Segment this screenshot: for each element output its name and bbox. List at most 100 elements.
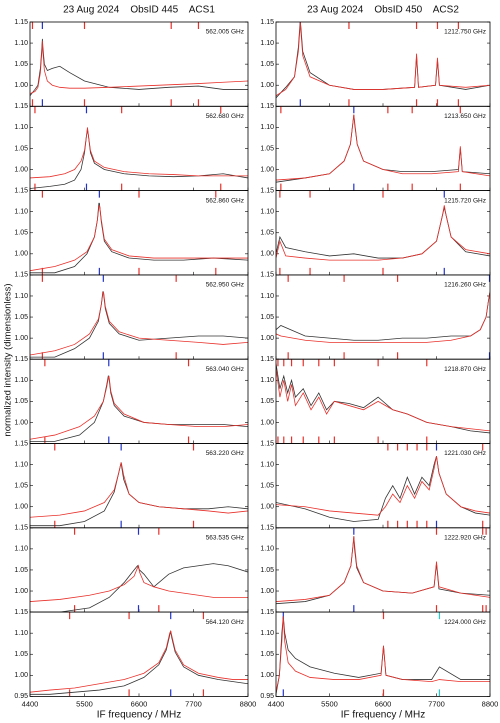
y-tick-label: 1.15 <box>260 440 274 447</box>
y-tick-label: 1.15 <box>14 103 28 110</box>
y-tick-label: 1.00 <box>14 82 28 89</box>
panel-annotation: 1218.870 GHz <box>444 366 486 373</box>
column-header: 23 Aug 2024 ObsID 450 ACS2 <box>307 5 459 16</box>
y-axis-label: normalized intensity (dimensionless) <box>3 283 14 436</box>
x-tick-label: 5500 <box>76 699 93 708</box>
y-tick-label: 1.15 <box>14 356 28 363</box>
spectrum-line <box>30 291 248 358</box>
panel-annotation: 562.680 GHz <box>206 113 244 120</box>
y-tick-label: 1.05 <box>260 145 274 152</box>
spectrum-line <box>276 291 490 343</box>
y-tick-label: 1.05 <box>260 398 274 405</box>
y-tick-label: 1.10 <box>14 124 28 131</box>
y-tick-label: 1.05 <box>14 145 28 152</box>
y-tick-label: 1.15 <box>260 525 274 532</box>
y-tick-label: 1.15 <box>260 356 274 363</box>
panel-annotation: 563.535 GHz <box>206 535 244 542</box>
y-tick-label: 1.00 <box>260 672 274 679</box>
panel-plot <box>276 190 490 275</box>
spectrum-line <box>30 202 248 274</box>
panel-annotation: 562.860 GHz <box>206 197 244 204</box>
panel-annotation: 562.950 GHz <box>206 282 244 289</box>
spectrum-line <box>276 616 490 693</box>
x-tick-label: 8800 <box>482 699 499 708</box>
panel-annotation: 1213.650 GHz <box>444 113 486 120</box>
y-tick-label: 1.00 <box>14 335 28 342</box>
x-axis-label: IF frequency / MHz <box>97 710 181 721</box>
panel-plot <box>30 359 248 444</box>
panel-plot <box>30 274 248 360</box>
panel-plot <box>276 22 490 107</box>
column-header: 23 Aug 2024 ObsID 445 ACS1 <box>63 5 215 16</box>
spectrum-line <box>30 127 248 179</box>
y-tick-label: 1.05 <box>14 61 28 68</box>
y-tick-label: 1.00 <box>260 588 274 595</box>
panel-plot <box>276 443 490 528</box>
y-tick-label: 1.10 <box>14 293 28 300</box>
panel-annotation: 1221.030 GHz <box>444 450 486 457</box>
y-tick-label: 1.10 <box>14 546 28 553</box>
panel-annotation: 1224.000 GHz <box>444 619 486 626</box>
panel-plot <box>30 190 248 275</box>
y-tick-label: 1.15 <box>14 19 28 26</box>
y-tick-label: 1.10 <box>14 461 28 468</box>
spectrum-line <box>30 375 248 440</box>
y-tick-label: 1.15 <box>260 187 274 194</box>
panel-plot <box>30 106 248 191</box>
spectrum-line <box>276 22 490 97</box>
y-tick-label: 1.15 <box>14 440 28 447</box>
panel-annotation: 1215.720 GHz <box>444 197 486 204</box>
panel-annotation: 563.220 GHz <box>206 450 244 457</box>
y-tick-label: 1.10 <box>260 124 274 131</box>
y-tick-label: 1.05 <box>14 314 28 321</box>
panel-annotation: 1216.260 GHz <box>444 282 486 289</box>
y-tick-label: 1.00 <box>14 419 28 426</box>
y-tick-label: 1.10 <box>260 40 274 47</box>
x-tick-label: 4400 <box>268 699 285 708</box>
panel-frame <box>275 611 491 697</box>
panel-frame <box>29 611 249 697</box>
panel-plot <box>276 612 490 697</box>
spectrum-line <box>30 129 248 189</box>
panel-plot <box>276 274 490 360</box>
y-tick-label: 1.05 <box>260 314 274 321</box>
spectrum-line <box>276 456 490 522</box>
spectrum-line <box>276 536 490 602</box>
x-tick-label: 7700 <box>428 699 445 708</box>
panel-annotation: 1212.750 GHz <box>444 29 486 36</box>
y-tick-label: 1.10 <box>260 546 274 553</box>
spectrum-line <box>276 363 490 434</box>
y-tick-label: 1.10 <box>260 209 274 216</box>
y-tick-label: 1.10 <box>14 209 28 216</box>
spectrum-line <box>30 564 248 602</box>
y-tick-label: 1.00 <box>260 335 274 342</box>
y-tick-label: 1.15 <box>14 272 28 279</box>
x-tick-label: 6600 <box>131 699 148 708</box>
spectrum-line <box>30 462 248 518</box>
y-tick-label: 1.05 <box>260 651 274 658</box>
spectrum-line <box>276 367 490 432</box>
y-tick-label: 1.10 <box>14 377 28 384</box>
spectrum-line <box>276 207 490 259</box>
y-tick-label: 1.10 <box>260 293 274 300</box>
spectrum-line <box>30 629 248 693</box>
spectrum-line <box>30 291 248 356</box>
y-tick-label: 1.05 <box>14 651 28 658</box>
y-tick-label: 1.15 <box>260 272 274 279</box>
spectrum-line <box>30 205 248 272</box>
spectrum-line <box>30 462 248 527</box>
y-tick-label: 1.05 <box>14 398 28 405</box>
x-axis-label: IF frequency / MHz <box>341 710 425 721</box>
y-tick-label: 1.05 <box>14 567 28 574</box>
panel-plot <box>276 359 490 444</box>
y-tick-label: 1.00 <box>14 251 28 258</box>
y-tick-label: 1.05 <box>260 230 274 237</box>
spectrum-line <box>276 536 490 605</box>
y-tick-label: 1.00 <box>14 504 28 511</box>
y-tick-label: 1.05 <box>260 482 274 489</box>
spectrum-line <box>276 205 490 261</box>
x-tick-label: 8800 <box>240 699 257 708</box>
panel-plot <box>276 527 490 613</box>
